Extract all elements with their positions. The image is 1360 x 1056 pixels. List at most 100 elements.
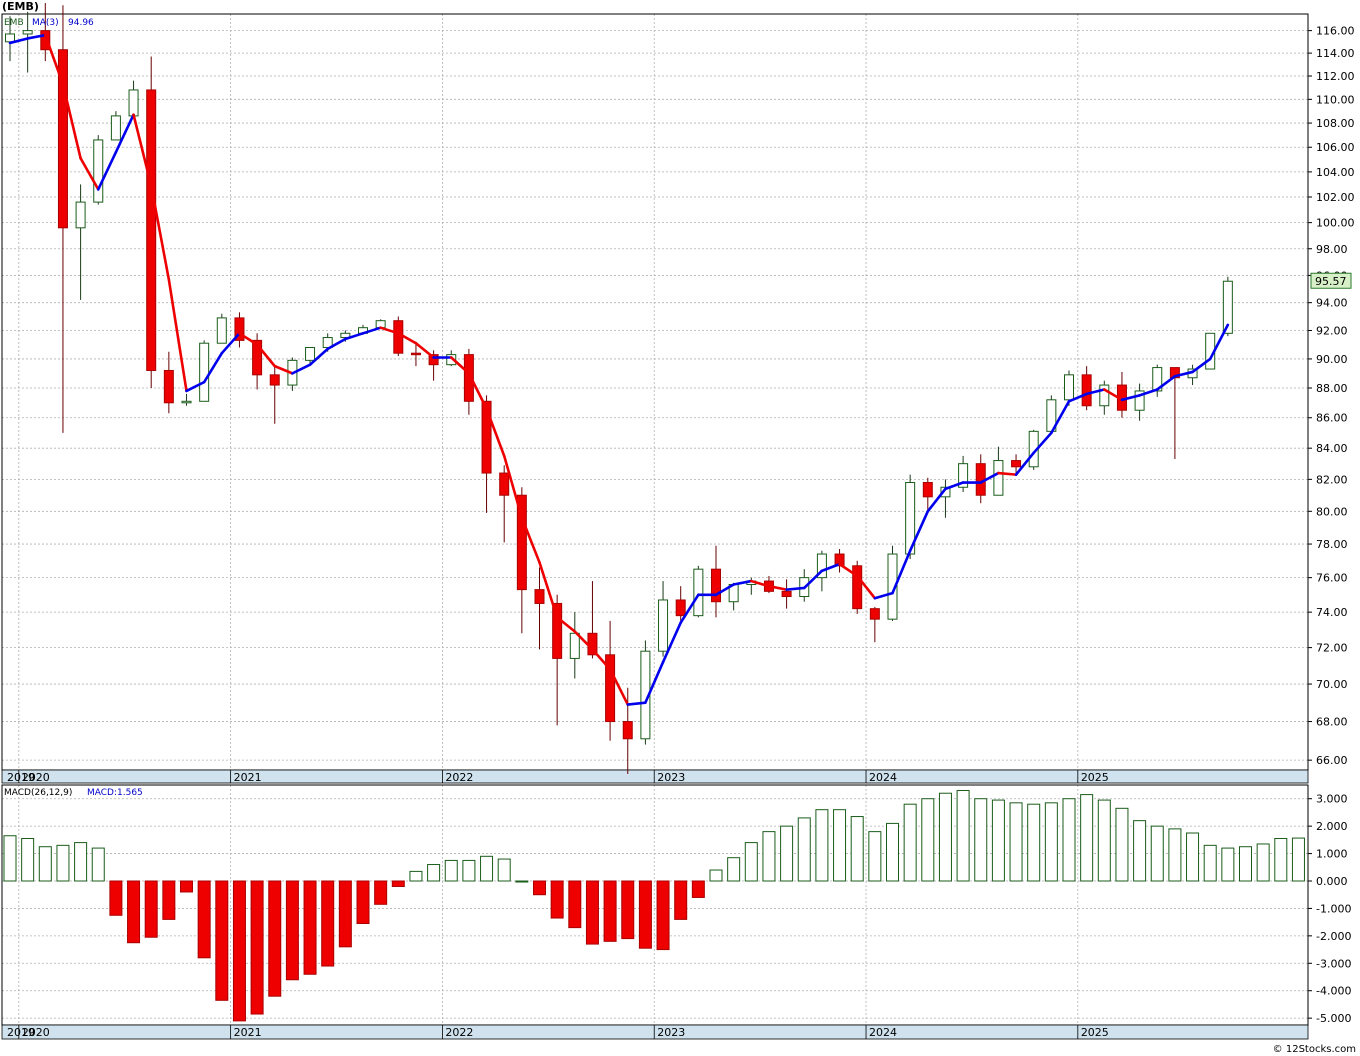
ma-segment xyxy=(1085,388,1106,396)
macd-bar xyxy=(709,869,723,882)
macd-bar xyxy=(1097,799,1111,882)
ma-segment xyxy=(1191,357,1212,374)
macd-bar xyxy=(374,880,388,905)
macd-bar xyxy=(886,822,899,882)
macd-bar xyxy=(1274,837,1288,882)
legend-macd-label: MACD(26,12,9) xyxy=(4,788,72,798)
candle-body xyxy=(605,654,616,723)
candle-body xyxy=(428,354,439,366)
macd-bar xyxy=(144,880,158,938)
price-tick-label: 114.00 xyxy=(1316,47,1355,60)
price-tick-label: 116.00 xyxy=(1316,25,1355,38)
candle-body xyxy=(940,486,951,498)
candle-body xyxy=(216,317,227,344)
price-tick-label: 74.00 xyxy=(1316,606,1348,619)
macd-bar xyxy=(691,880,705,898)
price-tick-label: 76.00 xyxy=(1316,572,1348,585)
candle-body xyxy=(534,589,545,604)
price-tick-label: 86.00 xyxy=(1316,412,1348,425)
ma-segment xyxy=(449,356,471,375)
macd-tick-label: -4.000 xyxy=(1316,985,1351,998)
macd-bar xyxy=(744,842,758,882)
price-tick-label: 88.00 xyxy=(1316,382,1348,395)
candle-body xyxy=(252,339,263,376)
price-tick-label: 92.00 xyxy=(1316,324,1348,337)
macd-bar xyxy=(480,855,494,882)
macd-bar xyxy=(974,798,988,882)
ma-segment xyxy=(26,33,47,40)
macd-bar xyxy=(1168,828,1182,882)
ma-segment xyxy=(520,516,541,564)
candle-body xyxy=(393,320,404,354)
macd-bar xyxy=(1062,798,1076,882)
ma-segment xyxy=(644,660,665,704)
macd-bar xyxy=(727,857,741,882)
macd-bar xyxy=(1150,825,1164,882)
ma-segment xyxy=(679,593,700,624)
macd-bar xyxy=(21,837,35,882)
ma-segment xyxy=(396,332,418,345)
ma-segment xyxy=(8,37,29,45)
candle-body xyxy=(234,317,245,341)
legend-symbol: EMB xyxy=(4,18,24,28)
ma-segment xyxy=(1032,431,1053,455)
macd-tick-label: 3.000 xyxy=(1316,793,1348,806)
candle-body xyxy=(834,553,845,567)
candle-body xyxy=(5,33,15,43)
legend-macd-value: MACD:1.565 xyxy=(87,788,143,798)
ma-segment xyxy=(661,621,683,664)
candle-body xyxy=(711,568,721,603)
candle-body xyxy=(516,494,527,591)
ma-segment xyxy=(79,156,100,191)
ma-segment xyxy=(238,332,259,346)
ma-segment xyxy=(1120,394,1141,402)
candle-body xyxy=(1081,374,1092,407)
macd-bar xyxy=(1133,820,1147,882)
macd-bar xyxy=(1256,843,1270,882)
ma-segment xyxy=(997,471,1018,476)
macd-bar xyxy=(868,831,882,882)
macd-bar xyxy=(462,859,476,882)
macd-bar xyxy=(56,844,70,882)
candle-body xyxy=(622,721,633,740)
macd-bar xyxy=(674,880,688,920)
ma-segment xyxy=(467,372,488,411)
candle-body xyxy=(675,599,686,617)
ma-segment xyxy=(114,113,135,154)
ma-segment xyxy=(785,586,806,591)
ma-segment xyxy=(1103,388,1124,402)
ma-segment xyxy=(202,351,224,384)
ma-segment xyxy=(61,82,82,160)
macd-bar xyxy=(533,880,546,896)
year-label: 2024 xyxy=(869,1026,897,1039)
price-tick-label: 104.00 xyxy=(1316,166,1355,179)
year-label: 2025 xyxy=(1081,771,1109,784)
macd-tick-label: -5.000 xyxy=(1316,1012,1351,1025)
macd-bar xyxy=(268,880,282,997)
macd-bar xyxy=(850,816,864,882)
price-tick-label: 112.00 xyxy=(1316,70,1355,83)
ma-segment xyxy=(185,380,206,393)
macd-bar xyxy=(621,880,635,940)
ma-segment xyxy=(326,337,347,351)
ma-segment xyxy=(132,113,153,187)
price-tick-label: 94.00 xyxy=(1316,297,1348,310)
price-tick-label: 70.00 xyxy=(1316,678,1348,691)
candle-body xyxy=(22,30,33,35)
ma-segment xyxy=(1138,388,1159,397)
grid-layer xyxy=(2,14,1308,1025)
price-tick-label: 110.00 xyxy=(1316,93,1355,106)
macd-bar xyxy=(1291,837,1305,882)
ma-segment xyxy=(502,454,524,520)
macd-tick-label: 2.000 xyxy=(1316,820,1348,833)
macd-bar xyxy=(38,846,52,882)
candle-body xyxy=(852,565,863,610)
macd-bar xyxy=(127,880,141,944)
ma-segment xyxy=(344,332,365,341)
credit-text: © 12Stocks.com xyxy=(1272,1044,1356,1055)
price-tick-label: 72.00 xyxy=(1316,642,1348,655)
axis-labels: 66.00 68.00 70.00 72.00 74.00 76.00 78.00 80.00… xyxy=(1308,25,1355,1025)
date-axis-band xyxy=(1,1024,1309,1040)
ma-segment xyxy=(414,341,435,359)
macd-bars xyxy=(3,789,1305,1022)
